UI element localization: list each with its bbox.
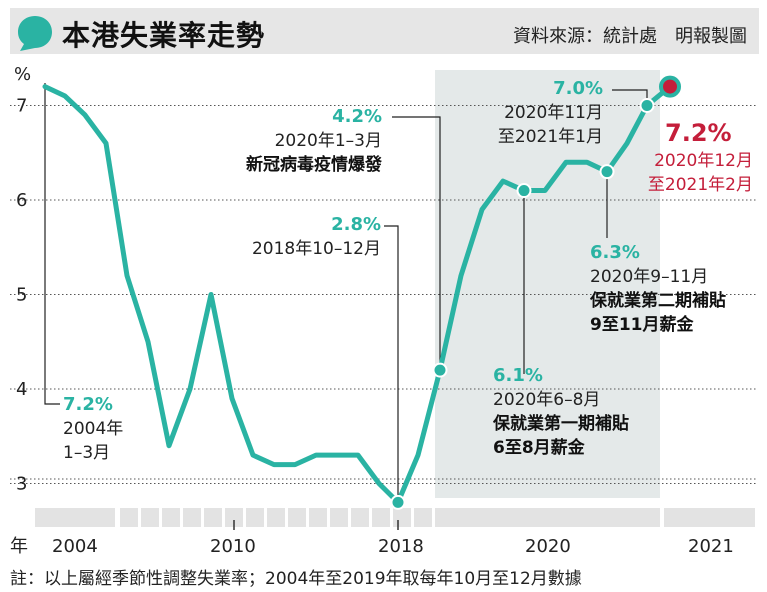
data-point-marker [599, 164, 615, 180]
timeline-segment [204, 508, 222, 527]
chart-title: 本港失業率走勢 [62, 19, 266, 52]
y-tick-label: 7 [16, 96, 27, 117]
timeline-segment [435, 508, 660, 527]
annotation-2004-period: 2004年 [63, 419, 123, 439]
x-tick-label: 2020 [525, 536, 571, 555]
annotation-2018-low-period: 2018年10–12月 [252, 239, 381, 259]
annotation-covid-period: 2020年1–3月 [275, 131, 382, 151]
y-tick-label: 5 [16, 285, 27, 306]
x-tick-label: 2010 [210, 536, 256, 555]
x-tick-label: 2018 [378, 536, 424, 555]
timeline-segment [225, 508, 243, 527]
timeline-segment [309, 508, 327, 527]
timeline-segment [267, 508, 285, 527]
y-tick-label: 4 [16, 379, 27, 400]
annotation-latest-value: 7.2% [665, 119, 732, 147]
annotation-scheme-2-note: 保就業第二期補貼 [589, 290, 726, 311]
annotation-scheme-2-note: 9至11月薪金 [590, 314, 694, 335]
annotation-latest-period: 2020年12月 [654, 151, 753, 171]
annotation-2018-low-value: 2.8% [331, 214, 381, 235]
leader-line [44, 83, 60, 405]
annotation-scheme-2-value: 6.3% [590, 242, 640, 263]
x-axis-label: 年 [10, 536, 28, 555]
source-credit: 資料來源：統計處 明報製圖 [513, 26, 747, 47]
chart-header: 本港失業率走勢 資料來源：統計處 明報製圖 [10, 8, 759, 54]
data-point-marker [639, 98, 655, 113]
timeline-segment [141, 508, 159, 527]
annotation-2004-value: 7.2% [63, 394, 113, 415]
annotation-2004-period: 1–3月 [63, 443, 110, 463]
annotation-7-0-period: 至2021年1月 [498, 127, 603, 147]
annotation-latest-period: 至2021年2月 [648, 175, 753, 195]
unemployment-line-chart: % 3 4 5 6 7 年 2004 2010 2018 2020 2021 7.2% 2004年 1–3月… [10, 62, 757, 555]
timeline-segment [330, 508, 348, 527]
y-axis-unit-label: % [14, 64, 31, 85]
annotation-scheme-2-period: 2020年9–11月 [590, 267, 708, 287]
data-point-marker [516, 183, 532, 199]
timeline-segment [414, 508, 432, 527]
timeline-segment [664, 508, 755, 527]
y-tick-label: 6 [16, 190, 27, 211]
annotation-covid-note: 新冠病毒疫情爆發 [246, 154, 382, 175]
annotation-7-0-period: 2020年11月 [504, 103, 603, 123]
x-tick-label: 2021 [688, 536, 734, 555]
x-tick-label: 2004 [52, 536, 98, 555]
annotation-scheme-1-value: 6.1% [493, 365, 543, 386]
leader-line [384, 225, 399, 495]
annotation-covid-value: 4.2% [332, 106, 382, 127]
y-tick-label: 3 [16, 474, 27, 495]
leader-line [392, 116, 441, 361]
annotation-7-0-value: 7.0% [553, 78, 603, 99]
timeline-segment [162, 508, 180, 527]
latest-data-point-marker [659, 75, 681, 98]
speech-bubble-icon [18, 16, 52, 51]
timeline-segment [372, 508, 390, 527]
unemployment-series-line [42, 84, 673, 505]
data-point-marker [432, 362, 448, 378]
timeline-segment [288, 508, 306, 527]
highlight-region [435, 70, 660, 498]
annotation-scheme-1-note: 保就業第一期補貼 [492, 413, 629, 434]
annotation-scheme-1-period: 2020年6–8月 [493, 390, 600, 410]
timeline-segment [351, 508, 369, 527]
timeline-segment [183, 508, 201, 527]
timeline-segment [120, 508, 138, 527]
data-point-marker [390, 494, 406, 510]
footnote: 註：以上屬經季節性調整失業率；2004年至2019年取每年10月至12月數據 [10, 569, 582, 589]
annotation-scheme-1-note: 6至8月薪金 [493, 437, 586, 458]
timeline-segment [393, 508, 411, 527]
timeline-segment [246, 508, 264, 527]
timeline-segment [35, 508, 115, 527]
